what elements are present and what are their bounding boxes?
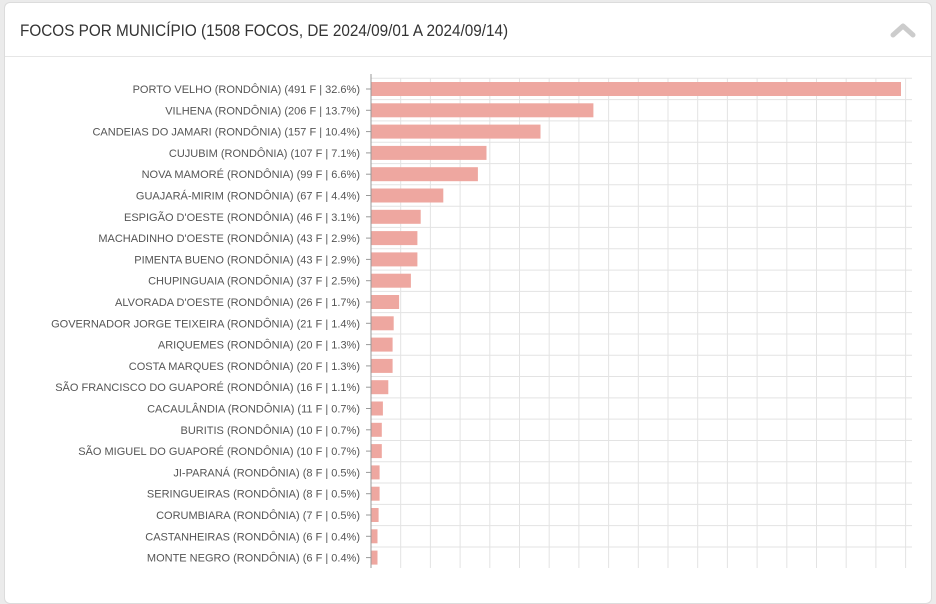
bar-chart: PORTO VELHO (RONDÔNIA) (491 F | 32.6%) VI… <box>51 74 912 568</box>
bar[interactable] <box>371 550 378 565</box>
category-label: ALVORADA D'OESTE (RONDÔNIA) (26 F | 1.7%… <box>115 296 360 309</box>
bar[interactable] <box>371 209 421 224</box>
category-label: MONTE NEGRO (RONDÔNIA) (6 F | 0.4%) <box>147 552 360 565</box>
bar[interactable] <box>371 231 418 246</box>
category-label: GOVERNADOR JORGE TEIXEIRA (RONDÔNIA) (21… <box>51 317 360 330</box>
bar[interactable] <box>371 167 478 182</box>
bar[interactable] <box>371 124 541 139</box>
bar[interactable] <box>371 252 418 267</box>
category-label: SERINGUEIRAS (RONDÔNIA) (8 F | 0.5%) <box>147 488 360 501</box>
category-label: CHUPINGUAIA (RONDÔNIA) (37 F | 2.5%) <box>148 275 360 288</box>
panel-header: FOCOS POR MUNICÍPIO (1508 FOCOS, DE 2024… <box>5 3 931 57</box>
bar[interactable] <box>371 337 393 352</box>
category-label: PIMENTA BUENO (RONDÔNIA) (43 F | 2.9%) <box>134 253 360 266</box>
bar[interactable] <box>371 465 380 480</box>
bar[interactable] <box>371 380 389 395</box>
bar[interactable] <box>371 103 594 118</box>
bar[interactable] <box>371 508 379 522</box>
category-label: JI-PARANÁ (RONDÔNIA) (8 F | 0.5%) <box>173 466 360 479</box>
bar[interactable] <box>371 529 378 544</box>
chart-panel: FOCOS POR MUNICÍPIO (1508 FOCOS, DE 2024… <box>4 2 932 604</box>
category-label: CORUMBIARA (RONDÔNIA) (7 F | 0.5%) <box>156 509 360 522</box>
panel-title: FOCOS POR MUNICÍPIO (1508 FOCOS, DE 2024… <box>20 21 509 40</box>
category-label: SÃO FRANCISCO DO GUAPORÉ (RONDÔNIA) (16 … <box>55 381 360 394</box>
bar[interactable] <box>371 82 901 96</box>
category-label: ARIQUEMES (RONDÔNIA) (20 F | 1.3%) <box>158 339 360 352</box>
category-label: GUAJARÁ-MIRIM (RONDÔNIA) (67 F | 4.4%) <box>136 190 360 203</box>
bar[interactable] <box>371 316 394 331</box>
category-label: COSTA MARQUES (RONDÔNIA) (20 F | 1.3%) <box>129 360 360 373</box>
category-label: BURITIS (RONDÔNIA) (10 F | 0.7%) <box>181 424 361 437</box>
category-label: NOVA MAMORÉ (RONDÔNIA) (99 F | 6.6%) <box>142 168 360 181</box>
bar[interactable] <box>371 486 380 501</box>
bar[interactable] <box>371 401 383 416</box>
category-label: CASTANHEIRAS (RONDÔNIA) (6 F | 0.4%) <box>145 530 360 543</box>
category-label: CUJUBIM (RONDÔNIA) (107 F | 7.1%) <box>169 147 360 160</box>
bar[interactable] <box>371 145 487 160</box>
category-label: MACHADINHO D'OESTE (RONDÔNIA) (43 F | 2.… <box>98 232 360 245</box>
chevron-up-icon[interactable] <box>889 21 917 39</box>
category-label: PORTO VELHO (RONDÔNIA) (491 F | 32.6%) <box>133 83 360 96</box>
bar[interactable] <box>371 295 400 309</box>
bar[interactable] <box>371 358 393 373</box>
category-label: ESPIGÃO D'OESTE (RONDÔNIA) (46 F | 3.1%) <box>124 211 360 224</box>
category-label: VILHENA (RONDÔNIA) (206 F | 13.7%) <box>165 104 360 117</box>
bar[interactable] <box>371 188 444 203</box>
bar[interactable] <box>371 422 382 437</box>
category-label: CANDEIAS DO JAMARI (RONDÔNIA) (157 F | 1… <box>92 126 360 139</box>
category-label: CACAULÂNDIA (RONDÔNIA) (11 F | 0.7%) <box>147 403 360 416</box>
bar[interactable] <box>371 273 411 288</box>
bar[interactable] <box>371 444 382 459</box>
category-label: SÃO MIGUEL DO GUAPORÉ (RONDÔNIA) (10 F |… <box>78 445 360 458</box>
